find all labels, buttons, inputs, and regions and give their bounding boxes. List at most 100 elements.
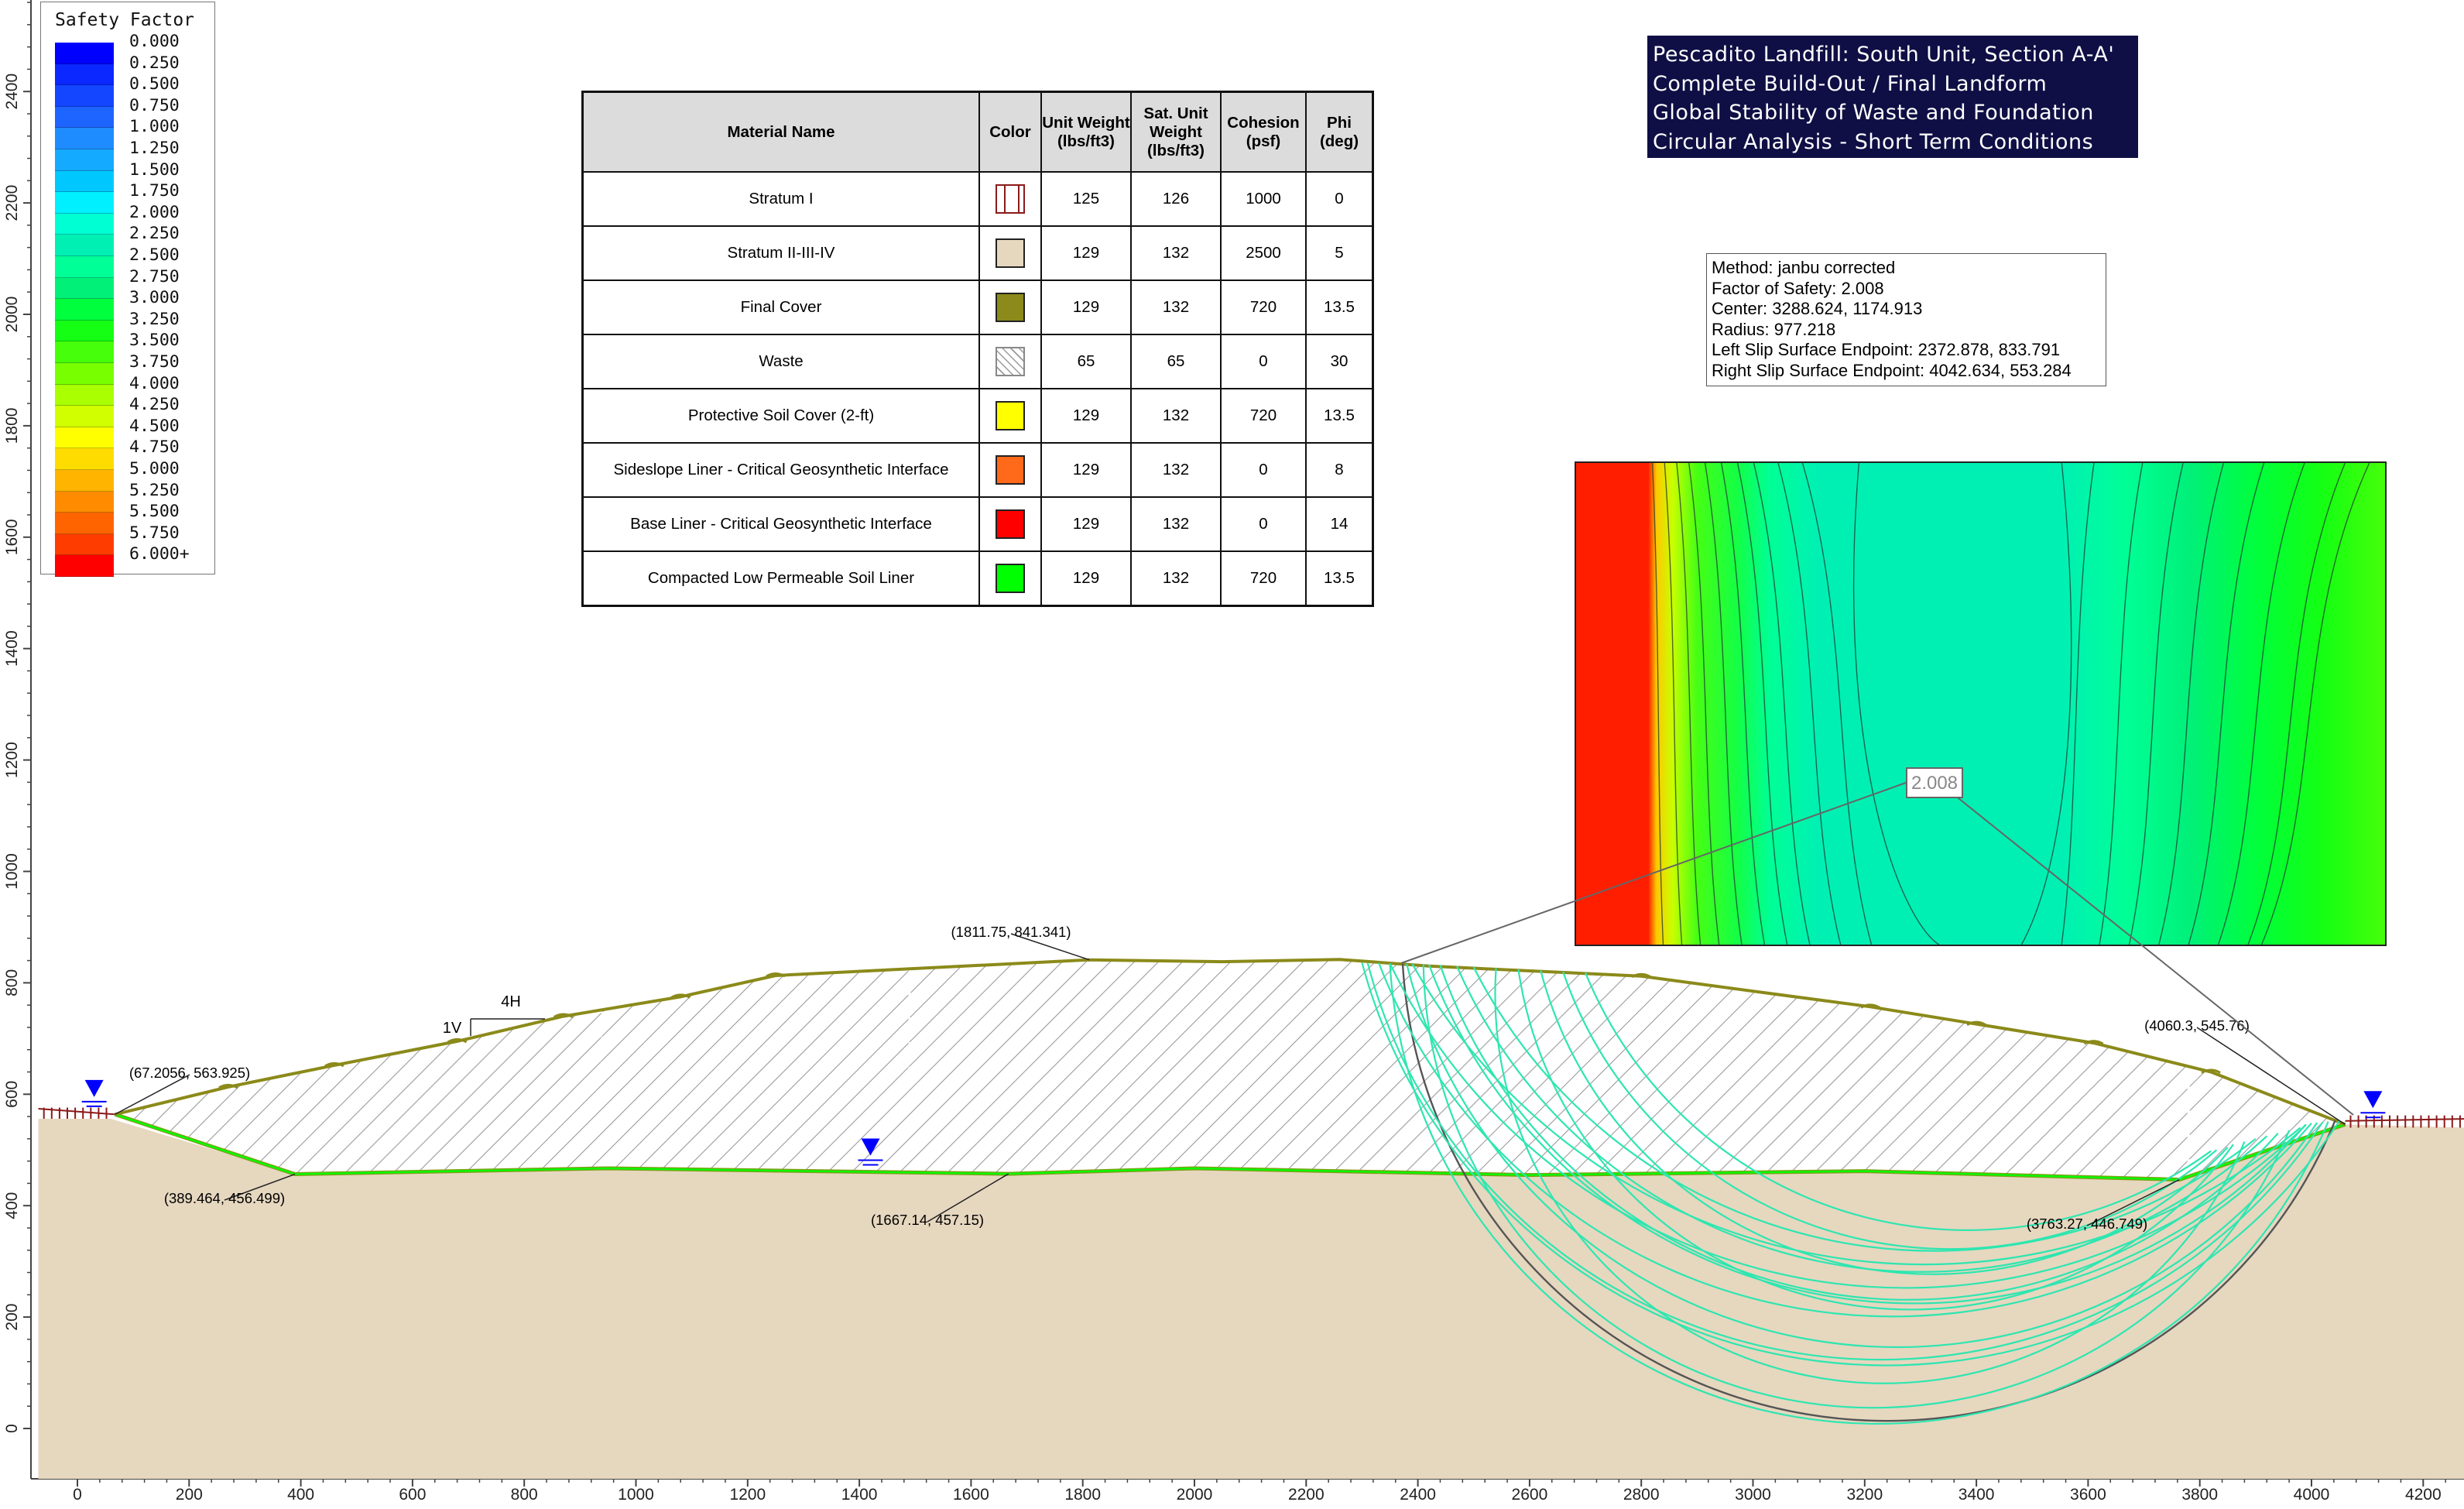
title-line: Complete Build-Out / Final Landform — [1653, 70, 2138, 99]
cohesion-cell: 720 — [1221, 389, 1306, 443]
col-unit-weight: Unit Weight (lbs/ft3) — [1041, 92, 1131, 173]
fs-value-label: 2.008 — [1911, 773, 1958, 794]
sat-unit-weight-cell: 65 — [1131, 334, 1221, 389]
y-axis-tick-label: 200 — [3, 1304, 21, 1331]
legend-color-swatch — [55, 64, 114, 86]
y-axis-tick-label: 1200 — [3, 742, 21, 778]
x-axis-tick-label: 200 — [176, 1486, 203, 1504]
material-color-swatch — [996, 509, 1025, 539]
water-table-marker — [82, 1080, 107, 1106]
legend-color-swatch — [55, 299, 114, 321]
legend-value: 2.000 — [129, 203, 180, 222]
x-axis-tick-label: 1400 — [841, 1486, 878, 1504]
safety-factor-contour-grid[interactable] — [1575, 462, 2386, 945]
legend-value: 4.750 — [129, 437, 180, 457]
legend-color-swatch — [55, 321, 114, 342]
annotation-crest-top: (1811.75, 841.341) — [951, 924, 1090, 960]
legend-value: 4.500 — [129, 417, 180, 436]
unit-weight-cell: 129 — [1041, 226, 1131, 280]
legend-color-swatch — [55, 256, 114, 278]
material-name-cell: Base Liner - Critical Geosynthetic Inter… — [583, 497, 980, 551]
phi-cell: 8 — [1306, 443, 1373, 497]
legend-value: 5.250 — [129, 481, 180, 500]
sat-unit-weight-cell: 132 — [1131, 280, 1221, 334]
legend-value: 1.250 — [129, 139, 180, 158]
color-cell — [979, 226, 1041, 280]
y-axis-tick-label: 2200 — [3, 185, 21, 221]
y-axis-tick-label: 1600 — [3, 519, 21, 555]
sat-unit-weight-cell: 132 — [1131, 226, 1221, 280]
material-name-cell: Final Cover — [583, 280, 980, 334]
material-color-swatch — [996, 184, 1025, 214]
material-name-cell: Compacted Low Permeable Soil Liner — [583, 551, 980, 606]
legend-value: 6.000+ — [129, 544, 190, 564]
point-coordinate-label: (3763.27, 446.749) — [2027, 1216, 2147, 1232]
y-axis-tick-label: 2000 — [3, 297, 21, 333]
analysis-title-box: Pescadito Landfill: South Unit, Section … — [1647, 36, 2138, 158]
material-color-swatch — [996, 347, 1025, 376]
legend-value: 4.000 — [129, 374, 180, 393]
x-axis-tick-label: 4000 — [2294, 1486, 2330, 1504]
col-color: Color — [979, 92, 1041, 173]
legend-color-swatch — [55, 470, 114, 492]
sat-unit-weight-cell: 132 — [1131, 497, 1221, 551]
x-axis-tick-label: 800 — [511, 1486, 538, 1504]
x-axis-tick-label: 3800 — [2181, 1486, 2218, 1504]
x-axis-tick-label: 3200 — [1846, 1486, 1883, 1504]
left-endpoint-line: Left Slip Surface Endpoint: 2372.878, 83… — [1712, 340, 2106, 361]
legend-value: 0.000 — [129, 32, 180, 51]
legend-value: 1.000 — [129, 117, 180, 136]
legend-color-swatch — [55, 149, 114, 171]
center-line: Center: 3288.624, 1174.913 — [1712, 299, 2106, 320]
material-name-cell: Protective Soil Cover (2-ft) — [583, 389, 980, 443]
legend-color-swatch — [55, 406, 114, 427]
table-row: Sideslope Liner - Critical Geosynthetic … — [583, 443, 1373, 497]
unit-weight-cell: 129 — [1041, 443, 1131, 497]
color-cell — [979, 497, 1041, 551]
legend-value: 0.250 — [129, 53, 180, 73]
color-cell — [979, 551, 1041, 606]
legend-value: 5.500 — [129, 502, 180, 521]
unit-weight-cell: 129 — [1041, 389, 1131, 443]
slope-horizontal-label: 4H — [501, 993, 521, 1010]
phi-cell: 14 — [1306, 497, 1373, 551]
color-cell — [979, 443, 1041, 497]
y-axis-tick-label: 1000 — [3, 853, 21, 890]
legend-value: 5.750 — [129, 523, 180, 543]
legend-value: 4.250 — [129, 395, 180, 414]
legend-color-swatch — [55, 427, 114, 449]
sat-unit-weight-cell: 126 — [1131, 172, 1221, 226]
x-axis-tick-label: 3000 — [1735, 1486, 1771, 1504]
phi-cell: 13.5 — [1306, 551, 1373, 606]
legend-title: Safety Factor — [55, 10, 194, 30]
legend-item: 6.000+ — [55, 555, 210, 577]
x-axis-tick-label: 1800 — [1064, 1486, 1101, 1504]
legend-value: 3.250 — [129, 310, 180, 329]
legend-value: 1.750 — [129, 181, 180, 201]
title-line: Pescadito Landfill: South Unit, Section … — [1653, 40, 2138, 70]
right-endpoint-line: Right Slip Surface Endpoint: 4042.634, 5… — [1712, 361, 2106, 382]
legend-value: 3.000 — [129, 288, 180, 307]
cohesion-cell: 720 — [1221, 280, 1306, 334]
legend-value: 1.500 — [129, 160, 180, 180]
material-color-swatch — [996, 564, 1025, 593]
unit-weight-cell: 65 — [1041, 334, 1131, 389]
legend-value: 5.000 — [129, 459, 180, 478]
legend-value: 2.500 — [129, 245, 180, 265]
legend-color-swatch — [55, 513, 114, 534]
legend-value: 0.750 — [129, 96, 180, 115]
y-axis-tick-label: 400 — [3, 1192, 21, 1219]
waste-hatch — [115, 959, 2346, 1179]
legend-color-swatch — [55, 492, 114, 513]
legend-color-swatch — [55, 235, 114, 256]
table-row: Base Liner - Critical Geosynthetic Inter… — [583, 497, 1373, 551]
legend-color-swatch — [55, 85, 114, 107]
x-axis-tick-label: 3400 — [1959, 1486, 1995, 1504]
legend-color-swatch — [55, 278, 114, 300]
col-cohesion: Cohesion (psf) — [1221, 92, 1306, 173]
